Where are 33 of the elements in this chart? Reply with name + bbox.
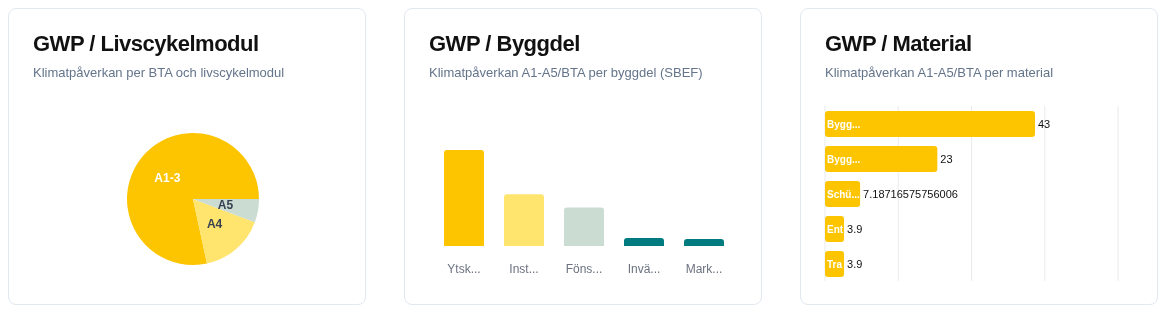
x-tick-label: Invä... (627, 261, 661, 276)
chart-title: GWP / Livscykelmodul (33, 31, 259, 57)
y-tick-label: Ent (827, 223, 844, 235)
y-tick-label: Schü... (827, 188, 860, 200)
data-label: 7.18716575756006 (863, 187, 958, 200)
data-label: 43 (1037, 117, 1051, 130)
bar (444, 150, 484, 246)
bar (504, 194, 544, 246)
data-label: 3.9 (847, 222, 863, 235)
slice-label: A5 (217, 197, 234, 212)
chart-subtitle: Klimatpåverkan A1-A5/BTA per byggdel (SBEF) (429, 65, 703, 80)
data-label: 3.9 (847, 257, 863, 270)
slice-label: A4 (206, 216, 223, 231)
slice-label: A1-3 (154, 171, 181, 186)
bar (825, 111, 1035, 137)
bar (624, 238, 664, 246)
x-tick-label: Inst... (509, 261, 539, 276)
y-tick-label: Bygg... (827, 153, 861, 165)
y-tick-label: Tra (827, 258, 843, 270)
bar (825, 146, 938, 172)
chart-title: GWP / Byggdel (429, 31, 580, 57)
y-tick-label: Bygg... (827, 118, 861, 130)
chart-subtitle: Klimatpåverkan per BTA och livscykelmodul (33, 65, 285, 80)
chart-title: GWP / Material (825, 31, 972, 57)
x-tick-label: Ytsk... (447, 261, 481, 276)
pie-slice (193, 199, 255, 264)
x-tick-label: Mark... (685, 261, 723, 276)
chart-subtitle: Klimatpåverkan A1-A5/BTA per material (825, 65, 1054, 80)
data-label: 23 (940, 152, 953, 165)
pie-slice (127, 133, 259, 265)
x-tick-label: Föns... (565, 261, 603, 276)
bar (564, 207, 604, 246)
bar (684, 238, 724, 246)
